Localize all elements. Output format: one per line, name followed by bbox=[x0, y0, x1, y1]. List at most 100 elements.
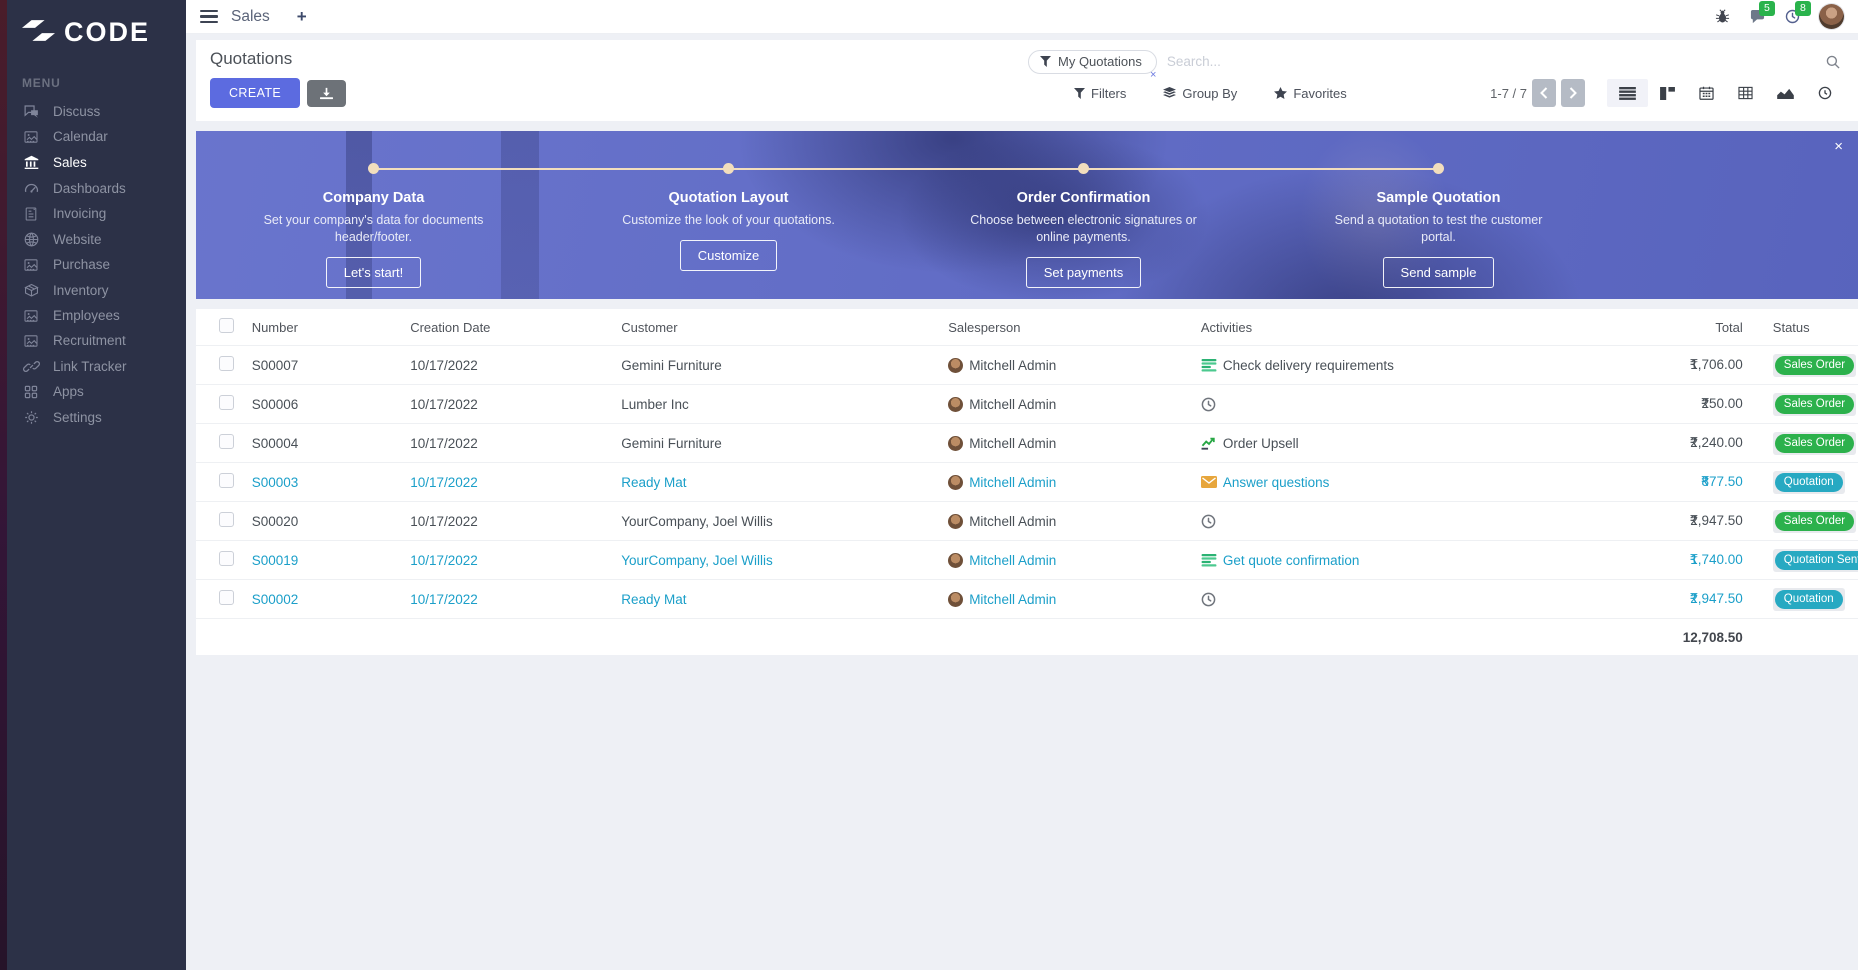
status-badge: Sales Order bbox=[1774, 356, 1855, 375]
quotation-number[interactable]: S00019 bbox=[251, 552, 299, 568]
creation-date[interactable]: 10/17/2022 bbox=[410, 513, 478, 529]
activity-view-button[interactable] bbox=[1806, 79, 1844, 107]
customer-name[interactable]: Lumber Inc bbox=[621, 396, 689, 412]
row-checkbox[interactable] bbox=[219, 590, 234, 605]
step-action-button[interactable]: Send sample bbox=[1382, 256, 1495, 288]
search-bar[interactable]: My Quotations × Search... bbox=[1028, 49, 1840, 81]
row-checkbox[interactable] bbox=[219, 395, 234, 410]
table-row[interactable]: S00002 10/17/2022 Ready Mat Mitchell Adm… bbox=[196, 579, 1858, 618]
creation-date[interactable]: 10/17/2022 bbox=[410, 357, 478, 373]
tasks-icon bbox=[1201, 358, 1217, 372]
new-tab-button[interactable]: + bbox=[296, 6, 307, 26]
activity-cell[interactable]: Answer questions bbox=[1200, 475, 1627, 490]
creation-date[interactable]: 10/17/2022 bbox=[410, 591, 478, 607]
pivot-view-button[interactable] bbox=[1726, 79, 1765, 107]
create-button[interactable]: CREATE bbox=[210, 78, 301, 108]
broken-image-icon bbox=[22, 333, 40, 349]
search-filter-tag[interactable]: My Quotations bbox=[1028, 49, 1157, 74]
activity-cell[interactable]: Get quote confirmation bbox=[1201, 553, 1627, 568]
table-row[interactable]: S00019 10/17/2022 YourCompany, Joel Will… bbox=[196, 540, 1858, 579]
messages-icon[interactable]: 5 bbox=[1749, 1, 1775, 24]
groupby-button[interactable]: Group By bbox=[1163, 86, 1237, 101]
creation-date[interactable]: 10/17/2022 bbox=[410, 474, 478, 490]
menu-section-label: MENU bbox=[22, 76, 61, 90]
activity-cell[interactable]: Order Upsell bbox=[1201, 436, 1627, 451]
quotation-number[interactable]: S00004 bbox=[251, 435, 299, 451]
customer-name[interactable]: Gemini Furniture bbox=[621, 357, 722, 373]
list-view-button[interactable] bbox=[1607, 79, 1648, 107]
sidebar-item-settings[interactable]: Settings bbox=[0, 404, 186, 430]
sidebar-item-sales[interactable]: Sales bbox=[0, 149, 186, 175]
column-header-activity[interactable]: Activities bbox=[1200, 319, 1253, 335]
step-dot bbox=[1078, 163, 1089, 174]
activity-clock-icon[interactable]: 8 bbox=[1785, 1, 1811, 24]
total-amount: ₹250.00 bbox=[1700, 396, 1743, 412]
creation-date[interactable]: 10/17/2022 bbox=[410, 552, 478, 568]
customer-name[interactable]: Ready Mat bbox=[621, 474, 687, 490]
column-header-customer[interactable]: Customer bbox=[621, 319, 678, 335]
sidebar-item-apps[interactable]: Apps bbox=[0, 379, 186, 404]
search-input[interactable]: Search... bbox=[1166, 54, 1221, 69]
column-header-sales[interactable]: Salesperson bbox=[948, 319, 1021, 335]
quotation-number[interactable]: S00007 bbox=[251, 357, 299, 373]
quotation-number[interactable]: S00002 bbox=[251, 591, 299, 607]
remove-filter-icon[interactable]: × bbox=[1150, 69, 1157, 81]
activity-cell[interactable]: Check delivery requirements bbox=[1201, 358, 1627, 373]
row-checkbox[interactable] bbox=[219, 473, 234, 488]
column-header-date[interactable]: Creation Date bbox=[410, 319, 491, 335]
favorites-button[interactable]: Favorites bbox=[1274, 86, 1347, 101]
export-download-button[interactable] bbox=[307, 79, 347, 107]
customer-name[interactable]: Ready Mat bbox=[621, 591, 687, 607]
search-icon[interactable] bbox=[1826, 55, 1840, 69]
user-avatar[interactable] bbox=[1819, 4, 1844, 29]
bug-icon[interactable] bbox=[1715, 9, 1730, 24]
step-action-button[interactable]: Let's start! bbox=[325, 256, 422, 288]
banner-close-icon[interactable]: × bbox=[1834, 138, 1843, 155]
activity-cell[interactable] bbox=[1201, 397, 1627, 412]
quotation-number[interactable]: S00020 bbox=[251, 513, 299, 529]
creation-date[interactable]: 10/17/2022 bbox=[410, 435, 478, 451]
customer-name[interactable]: Gemini Furniture bbox=[621, 435, 722, 451]
activity-cell[interactable] bbox=[1201, 514, 1627, 529]
row-checkbox[interactable] bbox=[219, 551, 234, 566]
select-all-checkbox[interactable] bbox=[219, 318, 234, 333]
customer-name[interactable]: YourCompany, Joel Willis bbox=[621, 552, 773, 568]
app-title[interactable]: Sales bbox=[231, 7, 270, 25]
sidebar-item-recruitment[interactable]: Recruitment bbox=[0, 328, 186, 353]
calendar-view-button[interactable] bbox=[1687, 79, 1726, 107]
sidebar-item-discuss[interactable]: Discuss bbox=[0, 98, 186, 124]
kanban-view-button[interactable] bbox=[1648, 79, 1687, 107]
sidebar-item-employees[interactable]: Employees bbox=[0, 303, 186, 328]
pager-previous-button[interactable] bbox=[1532, 79, 1556, 107]
sidebar-item-link-tracker[interactable]: Link Tracker bbox=[0, 353, 186, 379]
row-checkbox[interactable] bbox=[219, 434, 234, 449]
sidebar-item-dashboards[interactable]: Dashboards bbox=[0, 175, 186, 201]
column-header-status[interactable]: Status bbox=[1772, 319, 1810, 335]
step-action-button[interactable]: Customize bbox=[679, 239, 778, 271]
filters-button[interactable]: Filters bbox=[1074, 86, 1126, 101]
pager-next-button[interactable] bbox=[1561, 79, 1585, 107]
customer-name[interactable]: YourCompany, Joel Willis bbox=[621, 513, 773, 529]
quotation-number[interactable]: S00003 bbox=[251, 474, 299, 490]
column-header-number[interactable]: Number bbox=[251, 319, 298, 335]
sidebar-item-website[interactable]: Website bbox=[0, 226, 186, 252]
row-checkbox[interactable] bbox=[219, 356, 234, 371]
table-row[interactable]: S00020 10/17/2022 YourCompany, Joel Will… bbox=[196, 501, 1858, 540]
sidebar-item-purchase[interactable]: Purchase bbox=[0, 252, 186, 277]
table-row[interactable]: S00007 10/17/2022 Gemini Furniture Mitch… bbox=[196, 345, 1858, 384]
hamburger-menu-icon[interactable] bbox=[200, 9, 218, 24]
column-header-total[interactable]: Total bbox=[1715, 319, 1743, 335]
graph-view-button[interactable] bbox=[1765, 79, 1806, 107]
activity-cell[interactable] bbox=[1201, 592, 1627, 607]
step-action-button[interactable]: Set payments bbox=[1025, 256, 1142, 288]
table-row[interactable]: S00003 10/17/2022 Ready Mat Mitchell Adm… bbox=[196, 462, 1858, 501]
table-row[interactable]: S00004 10/17/2022 Gemini Furniture Mitch… bbox=[196, 423, 1858, 462]
quotation-number[interactable]: S00006 bbox=[251, 396, 299, 412]
creation-date[interactable]: 10/17/2022 bbox=[410, 396, 478, 412]
row-checkbox[interactable] bbox=[219, 512, 234, 527]
sidebar-item-calendar[interactable]: Calendar bbox=[0, 124, 186, 149]
table-row[interactable]: S00006 10/17/2022 Lumber Inc Mitchell Ad… bbox=[196, 384, 1858, 423]
app-logo[interactable]: CODE bbox=[0, 0, 186, 62]
sidebar-item-inventory[interactable]: Inventory bbox=[0, 277, 186, 303]
sidebar-item-invoicing[interactable]: Invoicing bbox=[0, 201, 186, 226]
